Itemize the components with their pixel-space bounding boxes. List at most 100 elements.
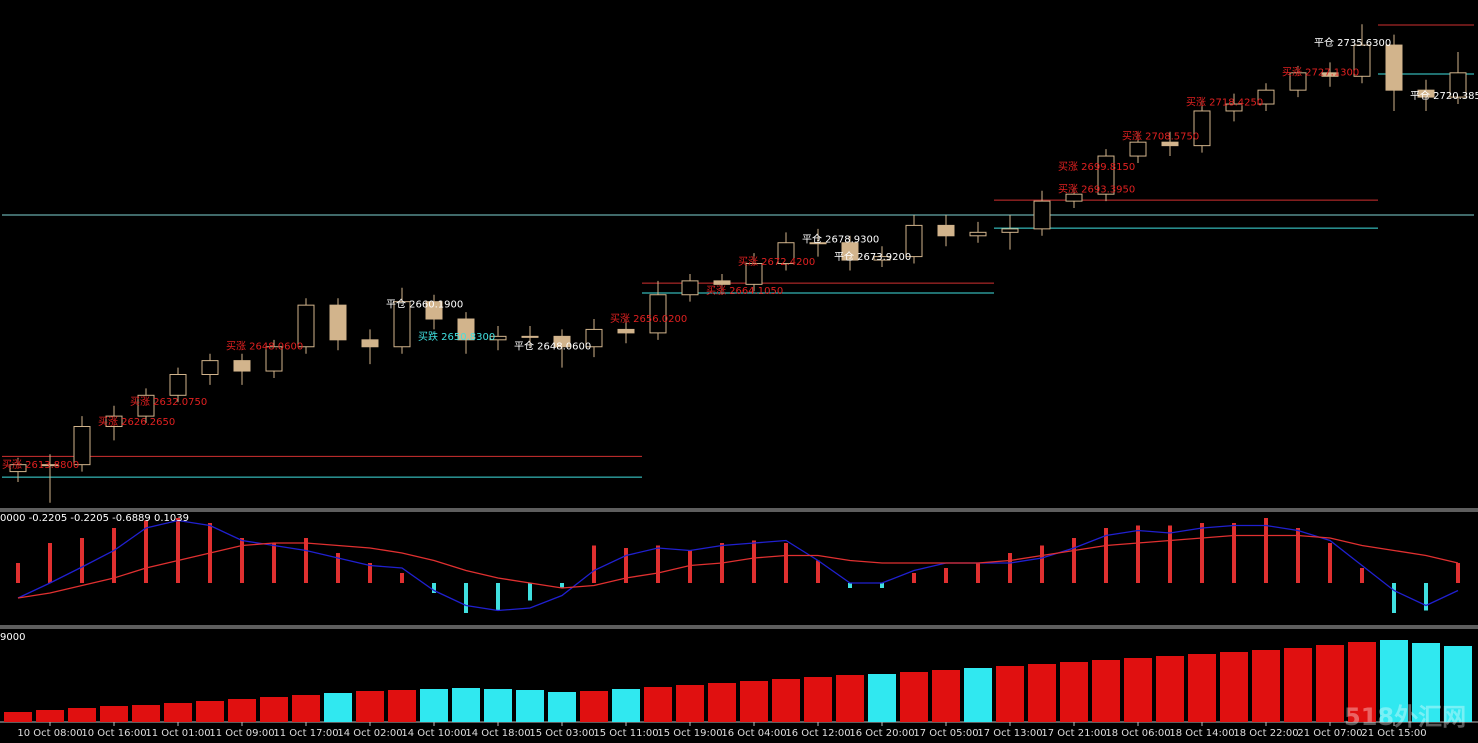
macd-histogram-bar	[1264, 518, 1268, 583]
candle-body	[777, 242, 795, 265]
x-tick-label: 11 Oct 17:00	[273, 728, 338, 739]
candle-body	[1065, 193, 1083, 202]
macd-histogram-bar	[688, 550, 692, 583]
trade-annotation: 买涨 2718.4250	[1186, 97, 1263, 109]
candle-body	[73, 426, 91, 466]
bar	[228, 699, 256, 722]
candle-body	[905, 224, 923, 258]
macd-histogram-bar	[432, 583, 436, 593]
candle-body	[137, 394, 155, 417]
bar	[132, 705, 160, 722]
x-tick-label: 14 Oct 18:00	[465, 728, 530, 739]
candle-body	[1161, 141, 1179, 147]
x-tick-label: 14 Oct 10:00	[401, 728, 466, 739]
bar	[612, 689, 640, 722]
bar	[68, 708, 96, 722]
macd-histogram-bar	[1456, 563, 1460, 583]
candle-body	[1001, 228, 1019, 233]
candle-body	[873, 256, 891, 261]
macd-histogram-bar	[1424, 583, 1428, 611]
candle-body	[1225, 103, 1243, 112]
candle-body	[937, 224, 955, 237]
panel-label: 9000	[0, 632, 25, 643]
macd-line	[17, 534, 1459, 599]
candle-body	[41, 464, 59, 467]
trade-annotation: 买涨 2613.8800	[2, 459, 79, 471]
trade-annotation: 平仓 2648.0600	[514, 340, 591, 353]
bar	[292, 695, 320, 722]
trade-annotation: 买涨 2727.1300	[1282, 66, 1359, 78]
candle-body	[841, 242, 859, 261]
macd-histogram-bar	[848, 583, 852, 588]
macd-histogram-bar	[1392, 583, 1396, 613]
macd-histogram-bar	[1360, 568, 1364, 583]
x-tick-label: 15 Oct 03:00	[529, 728, 594, 739]
bar	[1124, 658, 1152, 722]
bar	[100, 706, 128, 722]
trade-annotation: 买涨 2648.0600	[226, 341, 303, 353]
macd-histogram-bar	[1136, 525, 1140, 583]
trade-annotation: 平仓 2720.3850	[1410, 89, 1478, 102]
bar	[1188, 654, 1216, 722]
bar	[164, 703, 192, 722]
macd-histogram-bar	[240, 538, 244, 583]
bar	[516, 690, 544, 722]
x-tick-label: 16 Oct 12:00	[785, 728, 850, 739]
trade-annotation: 买涨 2632.0750	[130, 396, 207, 408]
candle-body	[457, 318, 475, 341]
macd-histogram-bar	[976, 563, 980, 583]
candle-body	[1033, 200, 1051, 230]
trade-annotation: 买涨 2626.2650	[98, 416, 175, 428]
bar	[324, 693, 352, 722]
candle-body	[809, 242, 827, 245]
macd-histogram-bar	[336, 553, 340, 583]
macd-histogram-bar	[464, 583, 468, 613]
bar	[1380, 640, 1408, 722]
x-tick-label: 11 Oct 09:00	[209, 728, 274, 739]
bar	[836, 675, 864, 722]
x-tick-label: 18 Oct 06:00	[1105, 728, 1170, 739]
trade-annotation: 买跌 2650.8300	[418, 330, 495, 343]
macd-histogram-bar	[48, 543, 52, 583]
bar	[1252, 650, 1280, 722]
bar	[356, 691, 384, 722]
x-tick-label: 17 Oct 13:00	[977, 728, 1042, 739]
candle-body	[1193, 110, 1211, 147]
macd-histogram-bar	[592, 545, 596, 583]
bar	[452, 688, 480, 722]
x-tick-label: 21 Oct 15:00	[1361, 728, 1426, 739]
candle-body	[1449, 72, 1467, 98]
candle-body	[1257, 89, 1275, 105]
candle-body	[521, 335, 539, 338]
bar	[1028, 664, 1056, 722]
x-tick-label: 14 Oct 02:00	[337, 728, 402, 739]
bar	[1316, 645, 1344, 722]
x-tick-label: 17 Oct 21:00	[1041, 728, 1106, 739]
trade-annotation: 买涨 2664.1050	[706, 285, 783, 297]
macd-histogram-bar	[1072, 538, 1076, 583]
macd-histogram-bar	[80, 538, 84, 583]
bar	[676, 685, 704, 722]
macd-histogram-bar	[112, 528, 116, 583]
bar	[548, 692, 576, 722]
candle-body	[1321, 72, 1339, 77]
candle-body	[361, 339, 379, 348]
candle-body	[713, 280, 731, 285]
x-tick-label: 15 Oct 19:00	[657, 728, 722, 739]
macd-histogram-bar	[1008, 553, 1012, 583]
macd-histogram-bar	[144, 520, 148, 583]
bar	[964, 668, 992, 722]
candle-body	[265, 346, 283, 372]
macd-histogram-bar	[1296, 528, 1300, 583]
candle-body	[745, 263, 763, 285]
candle-body	[617, 328, 635, 334]
bar	[36, 710, 64, 722]
candle-body	[585, 328, 603, 348]
trade-annotation: 买涨 2656.0200	[610, 313, 687, 325]
x-tick-label: 18 Oct 14:00	[1169, 728, 1234, 739]
macd-histogram-bar	[272, 543, 276, 583]
macd-histogram-bar	[1040, 545, 1044, 583]
macd-histogram-bar	[1200, 523, 1204, 583]
bar	[900, 672, 928, 722]
